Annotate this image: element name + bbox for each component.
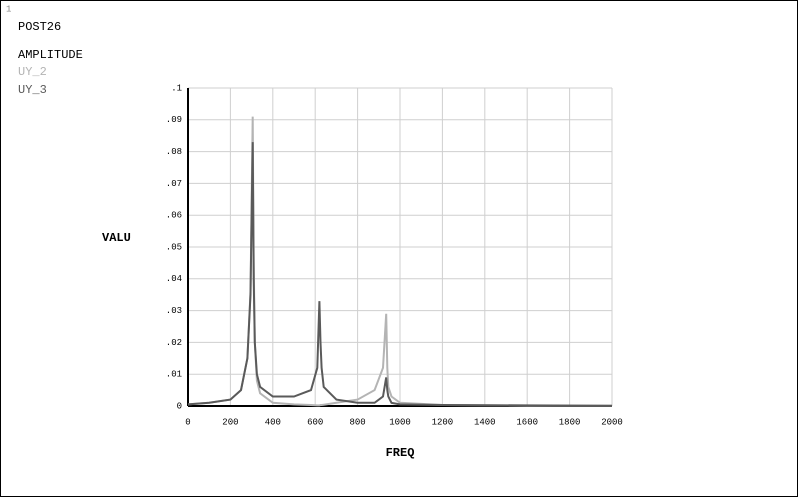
y-tick-label: .03 (166, 306, 182, 316)
x-tick-label: 1200 (432, 417, 454, 427)
y-axis-label: VALU (102, 231, 131, 245)
x-tick-label: 2000 (601, 417, 623, 427)
series-line (187, 142, 613, 407)
x-tick-label: 1000 (389, 417, 411, 427)
y-tick-label: .08 (166, 147, 182, 157)
x-tick-label: 1600 (516, 417, 538, 427)
x-tick-label: 0 (185, 417, 190, 427)
legend-entry: UY_3 (18, 83, 47, 97)
chart-title: POST26 (18, 20, 61, 34)
y-tick-label: .1 (171, 83, 182, 93)
window-label: 1 (6, 4, 11, 14)
y-tick-label: .02 (166, 338, 182, 348)
x-tick-label: 1400 (474, 417, 496, 427)
y-tick-label: .01 (166, 370, 182, 380)
legend-entry: UY_2 (18, 65, 47, 79)
x-tick-label: 200 (222, 417, 238, 427)
y-tick-label: .07 (166, 179, 182, 189)
y-tick-label: .06 (166, 211, 182, 221)
chart-subtitle: AMPLITUDE (18, 48, 83, 62)
y-tick-label: .05 (166, 242, 182, 252)
x-tick-label: 1800 (559, 417, 581, 427)
x-axis-label: FREQ (386, 446, 415, 460)
x-tick-label: 600 (307, 417, 323, 427)
y-tick-label: 0 (177, 401, 182, 411)
x-tick-label: 400 (265, 417, 281, 427)
y-tick-label: .04 (166, 274, 182, 284)
y-tick-label: .09 (166, 115, 182, 125)
x-tick-label: 800 (349, 417, 365, 427)
